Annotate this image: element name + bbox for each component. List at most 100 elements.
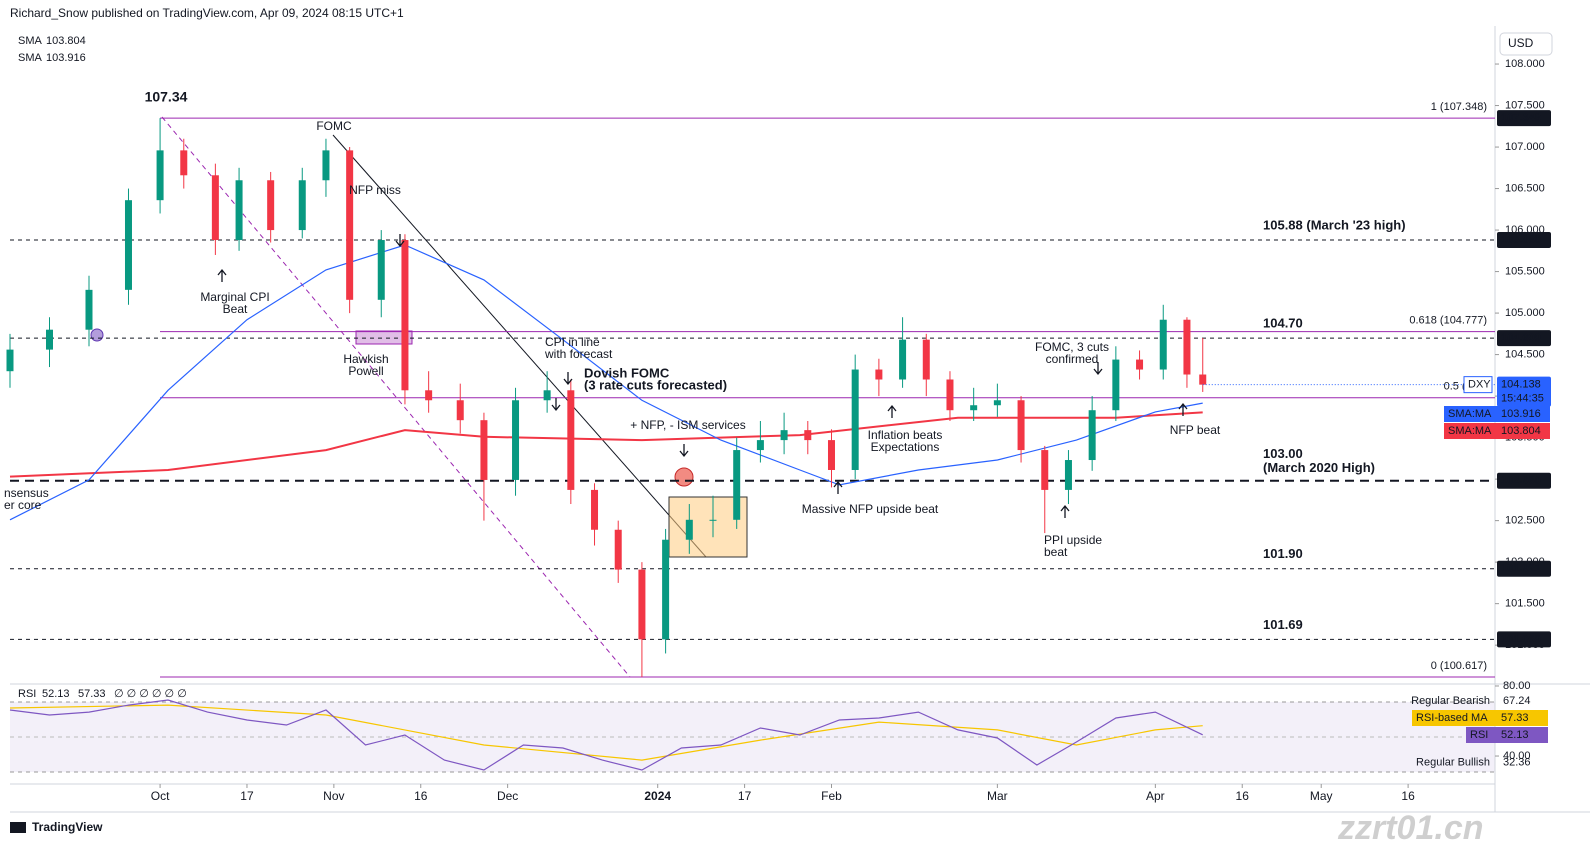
annotation: + NFP, - ISM services: [630, 418, 745, 432]
level-note: (March 2020 High): [1263, 460, 1375, 475]
fib-label: 0 (100.617): [1431, 660, 1487, 672]
candle-body: [85, 289, 93, 330]
x-tick-label: Mar: [987, 789, 1008, 803]
annotation: NFP beat: [1170, 423, 1221, 437]
candle-body: [709, 519, 717, 521]
annotation: er core: [4, 498, 42, 512]
rsi-marker-name: Regular Bearish: [1411, 695, 1490, 707]
candle-body: [1064, 460, 1072, 490]
sma-line: [9, 244, 1203, 521]
y-tick-label: 107.000: [1505, 141, 1545, 153]
annotation: beat: [1044, 545, 1068, 559]
candle-body: [922, 339, 930, 380]
annotation: 107.34: [145, 89, 188, 105]
arrow: [679, 444, 689, 458]
arrow: [1178, 402, 1188, 416]
rsi-tag-name: RSI: [1470, 729, 1488, 741]
candle-body: [1088, 410, 1096, 461]
x-tick-label: 16: [414, 789, 428, 803]
y-tick-label: 105.000: [1505, 307, 1545, 319]
candle-body: [480, 420, 488, 480]
annotation: Hawkish: [343, 352, 388, 366]
candle-body: [1136, 359, 1144, 370]
fib-label: 0.618 (104.777): [1409, 315, 1487, 327]
currency-button[interactable]: [1499, 32, 1553, 56]
rsi-tag: [1412, 710, 1548, 726]
annotation: (3 rate cuts forecasted): [584, 377, 727, 392]
level-tag: [1497, 472, 1551, 489]
brand-logo: [10, 822, 26, 833]
candle-body: [211, 175, 219, 241]
candle-body: [456, 400, 464, 421]
x-tick-label: Oct: [151, 789, 170, 803]
candle-body: [1199, 374, 1207, 385]
candle-body: [875, 369, 883, 380]
rsi-tag: [1466, 727, 1548, 743]
arrow: [551, 398, 561, 412]
byline: Richard_Snow published on TradingView.co…: [10, 6, 404, 20]
level-note: 101.69: [1263, 617, 1303, 632]
sma-line: [9, 411, 1203, 478]
annotation: Dovish FOMC: [584, 365, 670, 380]
rsi-band: [10, 702, 1495, 772]
currency[interactable]: USD: [1508, 36, 1534, 50]
rsi-pane: [10, 683, 1495, 783]
marker-circle: [674, 467, 694, 487]
level-tag: [1497, 110, 1551, 127]
candle-body: [401, 240, 409, 391]
hawkish-box: [355, 330, 413, 345]
candle-body: [591, 489, 599, 530]
candle-body: [567, 390, 575, 490]
candle-body: [993, 400, 1001, 406]
x-tick-label: May: [1310, 789, 1333, 803]
annotation: NFP miss: [349, 183, 401, 197]
rsi-legend-na: ∅ ∅ ∅ ∅ ∅ ∅: [114, 688, 187, 700]
candle-body: [851, 369, 859, 470]
level-tag-label: 101.921: [1501, 563, 1541, 575]
price-tag-label: 104.138: [1501, 379, 1541, 391]
annotation: FOMC: [316, 119, 352, 133]
symbol-tag: [1463, 376, 1493, 394]
rsi-tick-label: 40.00: [1503, 750, 1531, 762]
level-note: 101.90: [1263, 546, 1303, 561]
annotation: with forecast: [544, 347, 613, 361]
x-tick-label: Feb: [821, 789, 842, 803]
legend-value: 103.804: [46, 35, 86, 47]
brand: TradingView: [32, 820, 103, 834]
arrow: [217, 268, 227, 282]
sma-tag-name: SMA:MA: [1448, 408, 1492, 420]
level-tag-label: 102.980: [1501, 475, 1541, 487]
symbol-label: DXY: [1468, 379, 1491, 391]
x-tick-label: Nov: [323, 789, 344, 803]
sma-tag-name: SMA:MA: [1448, 425, 1492, 437]
legend-name: SMA: [18, 52, 43, 64]
candle-body: [6, 349, 14, 372]
candle-body: [425, 390, 433, 401]
trend-line: [332, 134, 707, 558]
arrow: [395, 234, 405, 248]
candle-body: [662, 539, 670, 640]
rsi-marker-name: Regular Bullish: [1416, 756, 1490, 768]
y-tick-label: 105.500: [1505, 265, 1545, 277]
level-tag: [1497, 560, 1551, 577]
fib-label: 1 (107.348): [1431, 101, 1487, 113]
candle-body: [946, 379, 954, 411]
x-tick-label: 17: [738, 789, 752, 803]
countdown: 15:44:35: [1501, 393, 1544, 405]
candle-body: [156, 150, 164, 201]
candle-body: [804, 430, 812, 441]
rsi-marker-value: 32.36: [1503, 756, 1531, 768]
arrow: [1060, 504, 1070, 518]
candle-body: [733, 450, 741, 520]
level-tag: [1497, 631, 1551, 648]
arrow: [887, 404, 897, 418]
arrow: [1093, 362, 1103, 376]
annotation: Massive NFP upside beat: [802, 502, 939, 516]
rsi-legend-name: RSI: [18, 688, 36, 700]
legend-name: SMA: [18, 35, 43, 47]
annotation: CPI in line: [545, 335, 600, 349]
sma-tag: [1444, 406, 1550, 422]
candle-body: [827, 440, 835, 470]
candle-body: [756, 440, 764, 451]
